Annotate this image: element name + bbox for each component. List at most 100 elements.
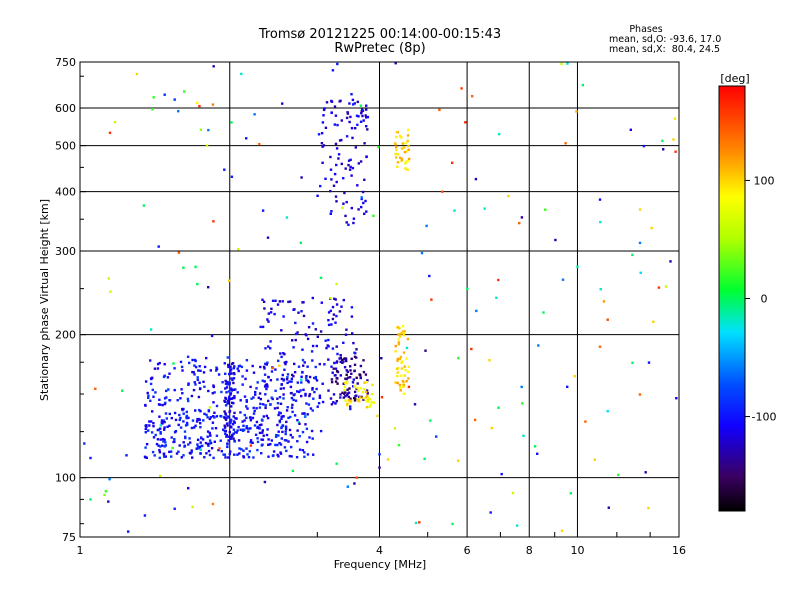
- data-point: [335, 360, 339, 363]
- data-point: [344, 399, 347, 402]
- data-point: [279, 443, 283, 446]
- data-point: [226, 356, 229, 359]
- data-point: [353, 369, 356, 372]
- data-point: [199, 422, 202, 425]
- data-point: [266, 384, 269, 387]
- data-point: [350, 174, 353, 177]
- data-point: [569, 492, 572, 495]
- data-point: [347, 163, 350, 167]
- data-point: [158, 448, 161, 452]
- data-point: [224, 456, 227, 459]
- data-point: [282, 387, 285, 390]
- data-point: [564, 142, 567, 145]
- data-point: [164, 412, 168, 415]
- data-point: [362, 201, 365, 205]
- data-point: [349, 407, 352, 411]
- data-point: [338, 357, 341, 360]
- data-point: [321, 121, 325, 124]
- data-point: [282, 397, 285, 400]
- data-point: [349, 115, 352, 119]
- data-point: [457, 356, 460, 360]
- data-point: [156, 367, 160, 370]
- data-point: [335, 303, 339, 306]
- data-point: [520, 385, 523, 389]
- data-point: [317, 133, 321, 136]
- data-point: [172, 362, 175, 365]
- data-point: [233, 411, 236, 415]
- data-point: [225, 386, 229, 389]
- data-point: [566, 385, 569, 388]
- data-point: [289, 433, 292, 437]
- data-point: [191, 358, 194, 362]
- data-point: [296, 419, 299, 422]
- data-point: [361, 391, 365, 394]
- data-point: [260, 452, 263, 455]
- data-point: [287, 416, 290, 420]
- data-point: [208, 417, 211, 421]
- data-point: [593, 458, 596, 461]
- data-point: [281, 300, 284, 303]
- data-point: [475, 309, 478, 313]
- x-tick-label: 1: [77, 544, 84, 557]
- data-point: [394, 381, 397, 384]
- data-point: [303, 451, 306, 454]
- data-point: [400, 361, 403, 364]
- data-point: [158, 361, 161, 365]
- data-point: [344, 391, 347, 394]
- data-point: [154, 433, 157, 437]
- data-point: [252, 412, 256, 415]
- data-point: [196, 443, 199, 446]
- data-point: [395, 135, 398, 139]
- data-point: [292, 375, 295, 378]
- data-point: [371, 383, 374, 387]
- data-point: [584, 420, 587, 423]
- data-point: [346, 402, 349, 405]
- data-point: [320, 132, 324, 135]
- data-point: [226, 445, 229, 449]
- data-point: [358, 373, 361, 376]
- data-point: [413, 403, 417, 406]
- data-point: [264, 404, 267, 407]
- data-point: [280, 355, 283, 359]
- data-point: [183, 430, 187, 433]
- data-point: [223, 362, 226, 365]
- data-point: [199, 369, 202, 372]
- data-point: [332, 393, 336, 396]
- data-point: [255, 420, 259, 424]
- data-point: [333, 374, 337, 377]
- data-point: [196, 418, 199, 421]
- data-point: [396, 357, 399, 361]
- data-point: [108, 478, 111, 481]
- data-point: [305, 375, 308, 378]
- data-point: [380, 396, 384, 399]
- data-point: [227, 363, 230, 367]
- data-point: [195, 447, 198, 450]
- data-point: [161, 444, 164, 447]
- data-point: [259, 402, 262, 406]
- data-point: [148, 420, 151, 423]
- data-point: [269, 340, 272, 343]
- data-point: [290, 455, 293, 458]
- data-point: [190, 426, 194, 430]
- data-point: [211, 421, 215, 424]
- data-point: [308, 436, 311, 439]
- data-point: [297, 365, 301, 368]
- data-point: [325, 101, 329, 104]
- data-point: [324, 339, 327, 342]
- data-point: [135, 72, 139, 76]
- data-point: [144, 380, 148, 383]
- y-tick-label: 200: [55, 329, 76, 342]
- data-point: [364, 199, 367, 203]
- data-point: [211, 392, 214, 395]
- data-point: [89, 498, 92, 501]
- data-point: [420, 251, 424, 255]
- data-point: [355, 348, 358, 351]
- data-point: [336, 62, 339, 66]
- data-point: [219, 439, 222, 442]
- data-point: [215, 367, 219, 371]
- data-point: [198, 365, 201, 368]
- data-point: [598, 198, 602, 201]
- data-point: [235, 417, 238, 420]
- data-point: [362, 388, 366, 391]
- data-point: [228, 372, 231, 376]
